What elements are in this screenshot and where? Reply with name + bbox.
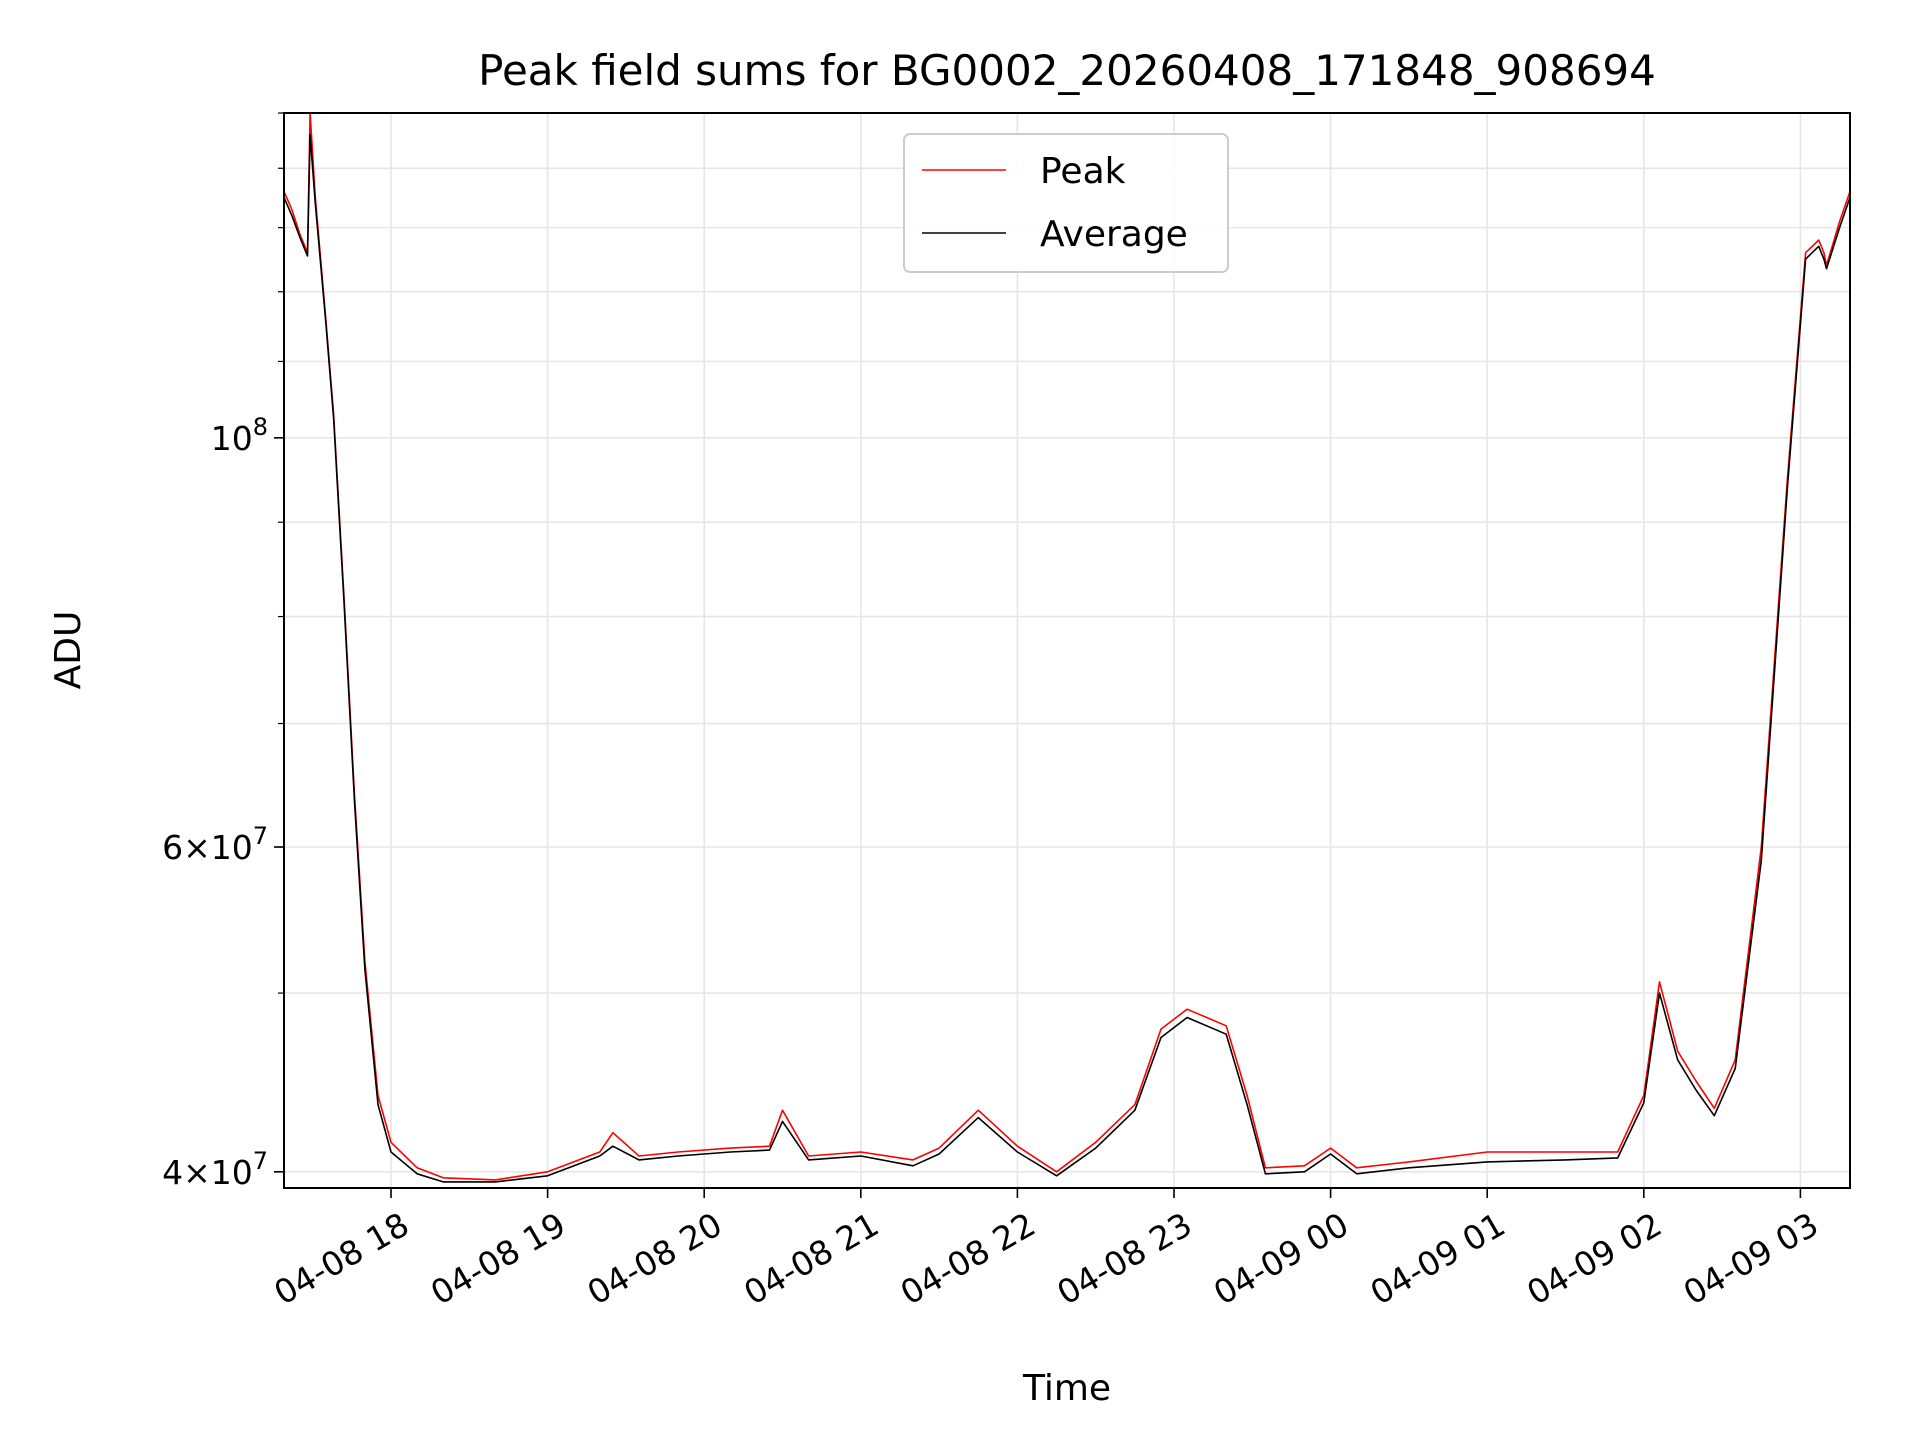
plot-frame <box>283 112 1851 1189</box>
legend-box <box>903 133 1229 273</box>
y-tick-label: 4×107 <box>162 1147 268 1192</box>
legend: Peak Average <box>903 133 1229 273</box>
x-axis-label: Time <box>1022 1368 1111 1409</box>
y-axis: 4×107 6×107 108 <box>162 112 284 1192</box>
y-axis-label: ADU <box>48 611 89 690</box>
series-line-average <box>284 133 1850 1183</box>
plot-series <box>284 113 1850 1183</box>
y-tick-label: 108 <box>211 413 268 458</box>
y-tick-label: 6×107 <box>162 822 268 867</box>
chart-title: Peak field sums for BG0002_20260408_1718… <box>478 46 1656 95</box>
legend-label-average: Average <box>1040 214 1188 255</box>
legend-label-peak: Peak <box>1040 151 1126 192</box>
